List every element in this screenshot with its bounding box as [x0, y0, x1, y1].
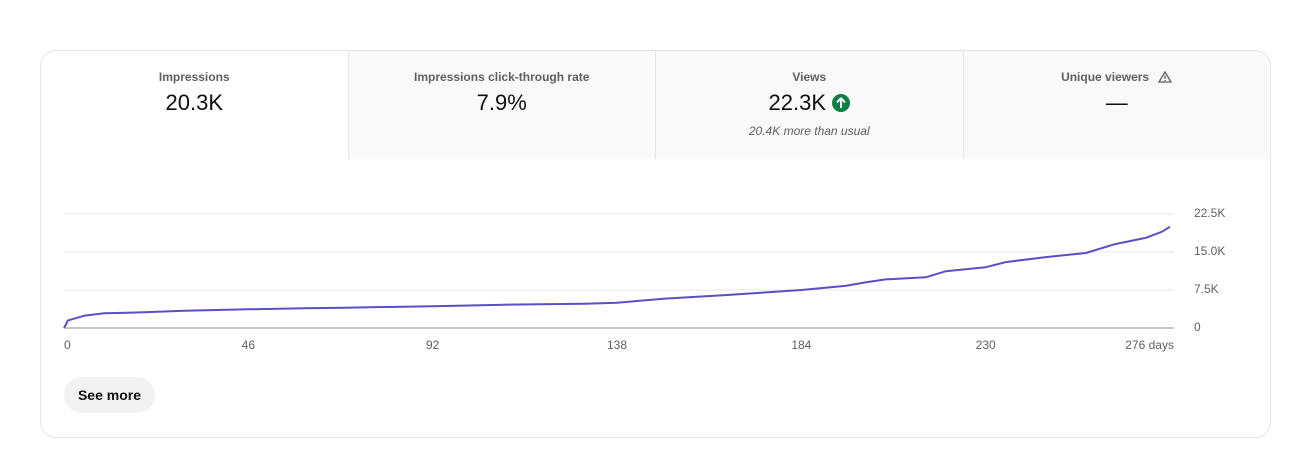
x-tick-label: 138	[607, 338, 627, 352]
x-tick-label: 92	[426, 338, 440, 352]
tab-note: 20.4K more than usual	[748, 124, 870, 138]
tab-value: 20.3K	[41, 89, 348, 117]
x-tick-label: 46	[242, 338, 256, 352]
x-tick-label: 276 days	[1125, 338, 1174, 352]
tab[interactable]: Unique viewers —	[962, 51, 1271, 159]
tab[interactable]: Views 22.3K 20.4K more than usual	[655, 51, 963, 159]
tab-value: —	[964, 89, 1271, 117]
analytics-card: Impressions 20.3K Impressions click-thro…	[40, 50, 1271, 438]
x-tick-label: 184	[791, 338, 811, 352]
y-tick-label: 15.0K	[1194, 244, 1225, 258]
value-text: 22.3K	[768, 90, 827, 115]
label-text: Unique viewers	[1061, 70, 1150, 84]
tab-label: Unique viewers	[964, 70, 1271, 84]
x-tick-label: 230	[976, 338, 996, 352]
tab-label: Impressions click-through rate	[414, 70, 590, 84]
chart: 0 7.5K 15.0K 22.5K 0 46 92 138 184 230 276 days	[63, 206, 1225, 352]
value-text: —	[1105, 90, 1128, 115]
y-tick-label: 7.5K	[1194, 282, 1219, 296]
warning-icon	[1158, 70, 1173, 83]
see-more-button[interactable]: See more	[64, 377, 155, 413]
tab-label: Views	[792, 70, 827, 84]
up-icon	[832, 94, 850, 112]
tab-label: Impressions	[158, 70, 230, 84]
data-line	[63, 225, 1171, 329]
tab-value: 7.9%	[349, 89, 656, 117]
metric-tabs: Impressions 20.3K Impressions click-thro…	[41, 51, 1270, 159]
value-text: 7.9%	[476, 90, 527, 115]
y-tick-label: 22.5K	[1194, 206, 1225, 220]
tab[interactable]: Impressions 20.3K	[41, 51, 348, 159]
tab-value: 22.3K	[656, 89, 963, 117]
x-tick-label: 0	[64, 338, 71, 352]
tab[interactable]: Impressions click-through rate 7.9%	[347, 51, 656, 159]
value-text: 20.3K	[165, 90, 224, 115]
y-tick-label: 0	[1194, 320, 1201, 334]
